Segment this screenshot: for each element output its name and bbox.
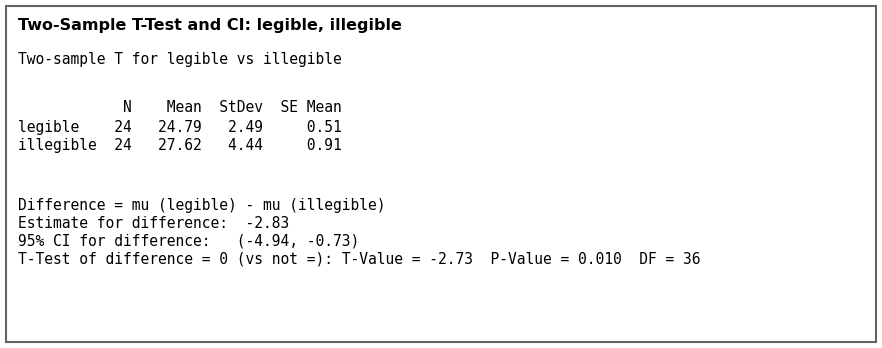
Text: legible    24   24.79   2.49     0.51: legible 24 24.79 2.49 0.51 xyxy=(18,120,341,135)
Text: Difference = mu (legible) - mu (illegible): Difference = mu (legible) - mu (illegibl… xyxy=(18,198,385,213)
Text: 95% CI for difference:   (-4.94, -0.73): 95% CI for difference: (-4.94, -0.73) xyxy=(18,234,359,249)
Text: Two-sample T for legible vs illegible: Two-sample T for legible vs illegible xyxy=(18,52,341,67)
Text: Two-Sample T-Test and CI: legible, illegible: Two-Sample T-Test and CI: legible, illeg… xyxy=(18,18,402,33)
Text: T-Test of difference = 0 (vs not =): T-Value = -2.73  P-Value = 0.010  DF = 36: T-Test of difference = 0 (vs not =): T-V… xyxy=(18,252,700,267)
Text: N    Mean  StDev  SE Mean: N Mean StDev SE Mean xyxy=(18,100,341,115)
Text: illegible  24   27.62   4.44     0.91: illegible 24 27.62 4.44 0.91 xyxy=(18,138,341,153)
Text: Estimate for difference:  -2.83: Estimate for difference: -2.83 xyxy=(18,216,289,231)
FancyBboxPatch shape xyxy=(6,6,876,342)
